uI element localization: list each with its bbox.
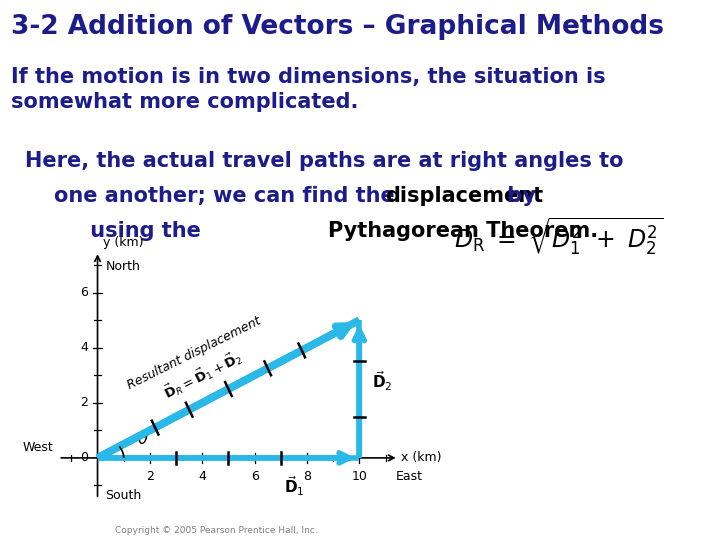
- Text: 6: 6: [251, 470, 258, 483]
- Text: 6: 6: [81, 286, 89, 299]
- Text: 2: 2: [146, 470, 154, 483]
- Text: Resultant displacement: Resultant displacement: [125, 314, 263, 392]
- Text: 8: 8: [303, 470, 311, 483]
- Text: South: South: [105, 489, 142, 502]
- Text: displacement: displacement: [385, 186, 544, 206]
- Text: 2: 2: [81, 396, 89, 409]
- Text: $\vec{\mathbf{D}}_1$: $\vec{\mathbf{D}}_1$: [284, 475, 304, 498]
- Text: North: North: [105, 260, 140, 273]
- Text: by: by: [500, 186, 536, 206]
- Text: Copyright © 2005 Pearson Prentice Hall, Inc.: Copyright © 2005 Pearson Prentice Hall, …: [114, 525, 318, 535]
- Text: $\theta$: $\theta$: [137, 430, 148, 448]
- Text: 3-2 Addition of Vectors – Graphical Methods: 3-2 Addition of Vectors – Graphical Meth…: [11, 14, 664, 39]
- Text: 4: 4: [198, 470, 206, 483]
- Text: Here, the actual travel paths are at right angles to: Here, the actual travel paths are at rig…: [25, 151, 624, 171]
- Text: If the motion is in two dimensions, the situation is
somewhat more complicated.: If the motion is in two dimensions, the …: [11, 68, 606, 112]
- Text: East: East: [396, 470, 423, 483]
- Text: y (km): y (km): [103, 235, 143, 248]
- Text: 10: 10: [351, 470, 367, 483]
- Text: one another; we can find the: one another; we can find the: [25, 186, 402, 206]
- Text: $D_{\mathrm{R}}\ =\ \sqrt{D_1^2\ +\ D_2^2}$: $D_{\mathrm{R}}\ =\ \sqrt{D_1^2\ +\ D_2^…: [454, 216, 662, 258]
- Text: Pythagorean Theorem.: Pythagorean Theorem.: [328, 221, 598, 241]
- Text: West: West: [22, 441, 53, 454]
- Text: $\vec{\mathbf{D}}_R = \vec{\mathbf{D}}_1 + \vec{\mathbf{D}}_2$: $\vec{\mathbf{D}}_R = \vec{\mathbf{D}}_1…: [161, 347, 246, 403]
- Text: $\vec{\mathbf{D}}_2$: $\vec{\mathbf{D}}_2$: [372, 369, 393, 393]
- Text: using the: using the: [25, 221, 208, 241]
- Text: 4: 4: [81, 341, 89, 354]
- Text: 0: 0: [81, 451, 89, 464]
- Text: x (km): x (km): [401, 451, 442, 464]
